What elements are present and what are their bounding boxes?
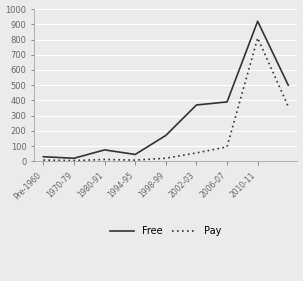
Free [256,20,259,23]
Pay [103,158,106,161]
Pay [286,105,290,108]
Free [286,83,290,87]
Line: Pay: Pay [43,38,288,160]
Pay [195,151,198,155]
Free [164,134,168,137]
Legend: Free, Pay: Free, Pay [106,222,226,240]
Pay [164,157,168,160]
Free [195,103,198,107]
Free [72,157,76,160]
Pay [225,145,229,149]
Free [42,155,45,158]
Pay [42,158,45,162]
Free [133,153,137,156]
Free [103,148,106,151]
Line: Free: Free [43,21,288,158]
Free [225,100,229,104]
Pay [256,36,259,40]
Pay [72,159,76,162]
Pay [133,158,137,162]
